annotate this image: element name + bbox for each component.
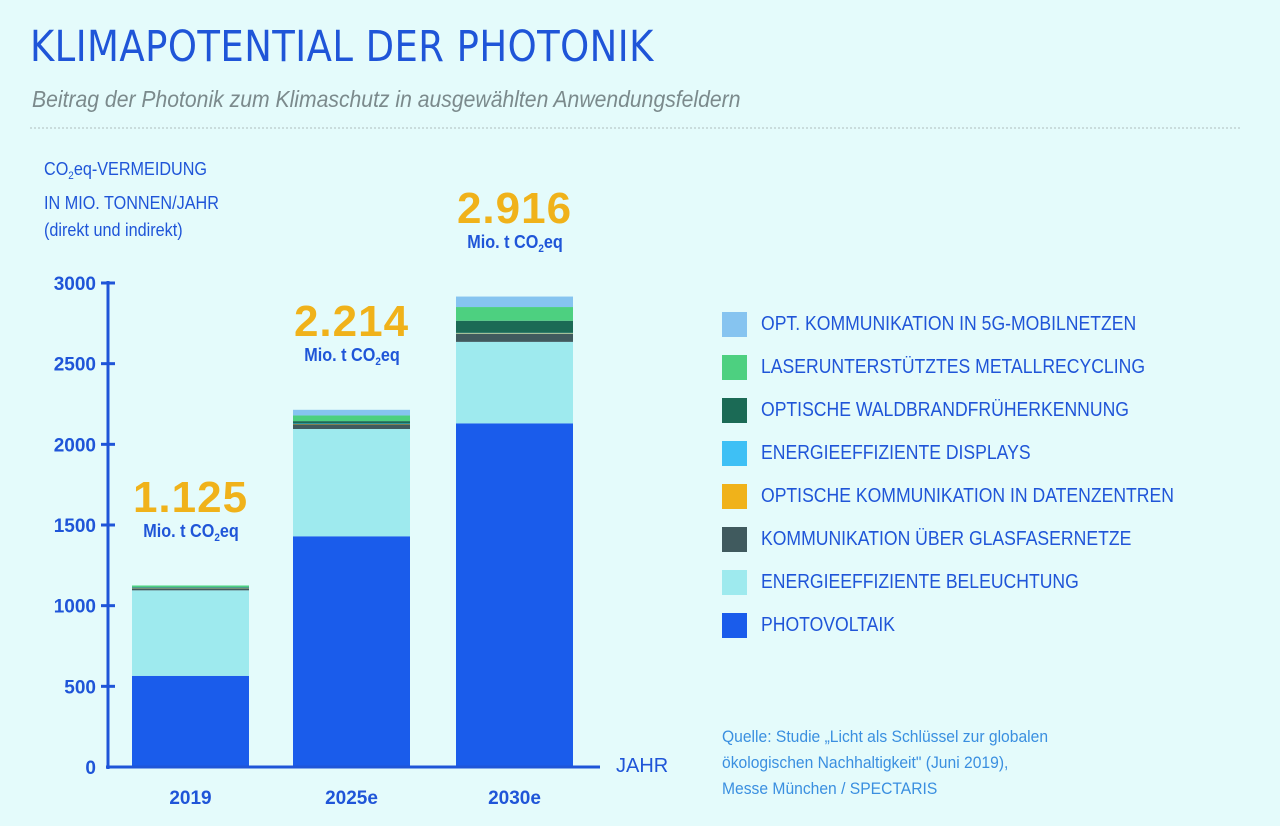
y-axis-title-line3: (direkt und indirekt) (44, 220, 183, 240)
bar-segment-2019-3 (132, 588, 249, 589)
bar-total-2030e: 2.916 Mio. t CO2eq (440, 183, 590, 260)
legend-swatch (722, 312, 747, 337)
y-axis-title: CO2eq-VERMEIDUNG IN MIO. TONNEN/JAHR (di… (44, 156, 219, 244)
bar-total-unit: Mio. t CO2eq (142, 520, 239, 544)
legend-label: PHOTOVOLTAIK (761, 614, 895, 636)
source-line-2: ökologischen Nachhaltigkeit" (Juni 2019)… (722, 753, 1009, 772)
bar-segment-2025e-4 (293, 423, 410, 425)
bar-segment-2025e-5 (293, 421, 410, 424)
legend-swatch (722, 398, 747, 423)
source-note: Quelle: Studie „Licht als Schlüssel zur … (722, 724, 1048, 802)
legend-item: ENERGIEEFFIZIENTE BELEUCHTUNG (722, 561, 1230, 604)
bar-segment-2030e-6 (456, 307, 573, 321)
chart-title: KLIMAPOTENTIAL DER PHOTONIK (30, 22, 654, 72)
source-line-1: Quelle: Studie „Licht als Schlüssel zur … (722, 727, 1049, 746)
legend-label: LASERUNTERSTÜTZTES METALLRECYCLING (761, 356, 1146, 378)
bar-total-2025e: 2.214 Mio. t CO2eq (277, 296, 427, 373)
bar-segment-2030e-0 (456, 423, 573, 767)
bar-total-value: 2.916 (456, 183, 573, 233)
bar-total-unit: Mio. t CO2eq (303, 344, 400, 368)
legend-swatch (722, 527, 747, 552)
legend-swatch (722, 570, 747, 595)
y-tick-label: 2500 (54, 355, 96, 376)
legend-item: KOMMUNIKATION ÜBER GLASFASERNETZE (722, 518, 1230, 561)
y-axis-title-line1: CO2eq-VERMEIDUNG (44, 156, 219, 190)
legend-label: OPTISCHE KOMMUNIKATION IN DATENZENTREN (761, 485, 1174, 507)
bar-total-value: 2.214 (293, 296, 410, 346)
y-tick-label: 500 (64, 677, 96, 698)
bar-segment-2025e-7 (293, 409, 410, 416)
bar-segment-2025e-3 (293, 423, 410, 425)
x-tick-label: 2030e (488, 788, 541, 809)
legend-item: PHOTOVOLTAIK (722, 604, 1230, 647)
bar-segment-2025e-2 (293, 424, 410, 430)
bar-segment-2019-2 (132, 588, 249, 591)
bar-segment-2030e-1 (456, 341, 573, 424)
bar-segment-2025e-1 (293, 429, 410, 537)
bar-segment-2019-4 (132, 587, 249, 589)
y-tick-label: 1500 (54, 516, 96, 537)
bar-segment-2030e-2 (456, 333, 573, 342)
bar-segment-2025e-0 (293, 536, 410, 767)
y-axis-title-co: CO (44, 159, 69, 179)
x-tick-label: 2019 (169, 788, 211, 809)
source-line-3: Messe München / SPECTARIS (722, 779, 938, 798)
y-axis-title-line2: IN MIO. TONNEN/JAHR (44, 193, 219, 213)
bar-segment-2019-6 (132, 585, 249, 588)
legend-swatch (722, 484, 747, 509)
y-axis-title-sub: 2 (68, 170, 74, 182)
bar-segment-2019-1 (132, 590, 249, 676)
dotted-separator (30, 127, 1240, 129)
legend-swatch (722, 613, 747, 638)
y-tick-label: 3000 (54, 274, 96, 295)
y-tick-label: 1000 (54, 597, 96, 618)
legend-swatch (722, 355, 747, 380)
legend-item: OPTISCHE WALDBRANDFRÜHERKENNUNG (722, 389, 1230, 432)
x-axis-title: JAHR (616, 755, 668, 777)
legend-item: OPTISCHE KOMMUNIKATION IN DATENZENTREN (722, 475, 1230, 518)
bar-segment-2030e-5 (456, 320, 573, 333)
bar-segment-2030e-7 (456, 296, 573, 308)
legend-label: ENERGIEEFFIZIENTE BELEUCHTUNG (761, 571, 1079, 593)
legend-swatch (722, 441, 747, 466)
y-tick-label: 0 (85, 758, 96, 779)
bar-segment-2030e-4 (456, 332, 573, 334)
legend-item: LASERUNTERSTÜTZTES METALLRECYCLING (722, 346, 1230, 389)
bar-segment-2030e-3 (456, 333, 573, 334)
bar-segment-2025e-6 (293, 415, 410, 422)
legend-item: OPT. KOMMUNIKATION IN 5G-MOBILNETZEN (722, 303, 1230, 346)
bar-total-2019: 1.125 Mio. t CO2eq (116, 472, 266, 549)
legend-label: ENERGIEEFFIZIENTE DISPLAYS (761, 442, 1031, 464)
x-tick-label: 2025e (325, 788, 378, 809)
legend-item: ENERGIEEFFIZIENTE DISPLAYS (722, 432, 1230, 475)
bar-total-value: 1.125 (132, 472, 249, 522)
legend-label: OPTISCHE WALDBRANDFRÜHERKENNUNG (761, 399, 1130, 421)
y-axis-title-rest: eq-VERMEIDUNG (73, 159, 208, 179)
bar-segment-2019-0 (132, 675, 249, 767)
legend-label: OPT. KOMMUNIKATION IN 5G-MOBILNETZEN (761, 313, 1137, 335)
legend: OPT. KOMMUNIKATION IN 5G-MOBILNETZEN LASE… (722, 303, 1230, 647)
y-tick-label: 2000 (54, 435, 96, 456)
bar-total-unit: Mio. t CO2eq (466, 231, 563, 255)
bar-segment-2019-5 (132, 587, 249, 588)
legend-label: KOMMUNIKATION ÜBER GLASFASERNETZE (761, 528, 1132, 550)
chart-subtitle: Beitrag der Photonik zum Klimaschutz in … (32, 86, 741, 112)
